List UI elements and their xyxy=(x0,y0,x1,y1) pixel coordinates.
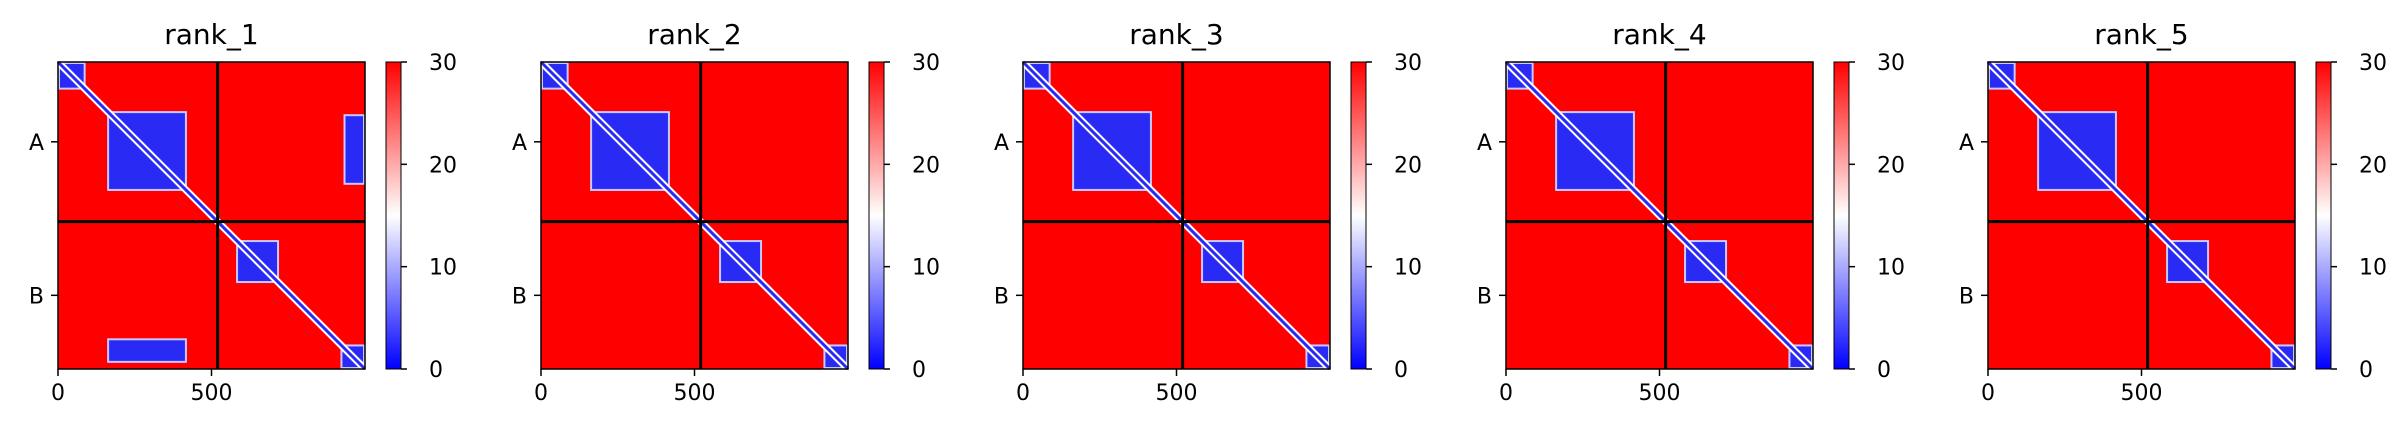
y-tick-label: A xyxy=(1477,131,1492,156)
y-tick-label: A xyxy=(994,131,1009,156)
pae-panel-4: rank_4 A B 0 500 0 10 20 30 xyxy=(1477,18,1905,406)
pae-panel-5: rank_5 A B 0 500 0 10 20 30 xyxy=(1959,18,2387,406)
colorbar-tick-label: 10 xyxy=(1877,256,1905,281)
x-tick-label: 0 xyxy=(51,381,65,406)
colorbar-tick-label: 10 xyxy=(912,256,940,281)
colorbar-tick-label: 20 xyxy=(1877,153,1905,178)
pae-panel-3: rank_3 A B 0 500 0 10 20 30 xyxy=(994,18,1422,406)
colorbar-tick-label: 30 xyxy=(1877,51,1905,76)
x-tick-label: 500 xyxy=(1156,381,1198,406)
colorbar-tick-label: 0 xyxy=(912,358,926,383)
pae-panel-2: rank_2 A B 0 500 0 10 20 30 xyxy=(512,18,940,406)
low-error-region-core xyxy=(109,340,185,361)
y-tick-label: A xyxy=(1959,131,1974,156)
colorbar-tick-label: 0 xyxy=(1394,358,1408,383)
colorbar-tick-label: 30 xyxy=(1394,51,1422,76)
colorbar xyxy=(1833,61,1850,370)
diagonal xyxy=(1021,60,1332,371)
colorbar-tick-label: 30 xyxy=(912,51,940,76)
colorbar-tick-label: 20 xyxy=(1394,153,1422,178)
y-tick-label: B xyxy=(512,284,527,309)
panel-title: rank_4 xyxy=(1612,18,1706,51)
colorbar xyxy=(385,61,402,370)
colorbar-tick-label: 0 xyxy=(1877,358,1891,383)
x-tick-label: 500 xyxy=(1639,381,1681,406)
colorbar-tick-label: 30 xyxy=(2359,51,2387,76)
diagonal xyxy=(56,60,367,371)
panel-title: rank_3 xyxy=(1129,18,1223,51)
colorbar xyxy=(2315,61,2332,370)
x-tick-label: 500 xyxy=(2121,381,2163,406)
panel-title: rank_5 xyxy=(2094,18,2188,51)
colorbar-tick-label: 20 xyxy=(2359,153,2387,178)
y-tick-label: B xyxy=(994,284,1009,309)
x-tick-label: 500 xyxy=(674,381,716,406)
colorbar-tick-label: 10 xyxy=(2359,256,2387,281)
panel-title: rank_1 xyxy=(164,18,258,51)
diagonal xyxy=(539,60,850,371)
x-tick-label: 0 xyxy=(534,381,548,406)
colorbar-tick-label: 10 xyxy=(429,256,457,281)
colorbar-tick-label: 0 xyxy=(2359,358,2373,383)
y-tick-label: A xyxy=(29,131,44,156)
panel-title: rank_2 xyxy=(647,18,741,51)
colorbar-tick-label: 20 xyxy=(912,153,940,178)
colorbar-tick-label: 30 xyxy=(429,51,457,76)
x-tick-label: 0 xyxy=(1016,381,1030,406)
colorbar-tick-label: 20 xyxy=(429,153,457,178)
low-error-region-core xyxy=(345,116,363,183)
colorbar-tick-label: 10 xyxy=(1394,256,1422,281)
pae-panel-1: rank_1 A B 0 500 0 10 20 30 xyxy=(29,18,457,406)
y-tick-label: B xyxy=(1477,284,1492,309)
x-tick-label: 0 xyxy=(1499,381,1513,406)
y-tick-label: B xyxy=(29,284,44,309)
colorbar-tick-label: 0 xyxy=(429,358,443,383)
y-tick-label: A xyxy=(512,131,527,156)
diagonal xyxy=(1504,60,1815,371)
colorbar xyxy=(1350,61,1367,370)
x-tick-label: 0 xyxy=(1981,381,1995,406)
diagonal xyxy=(1986,60,2297,371)
colorbar xyxy=(868,61,885,370)
x-tick-label: 500 xyxy=(191,381,233,406)
y-tick-label: B xyxy=(1959,284,1974,309)
